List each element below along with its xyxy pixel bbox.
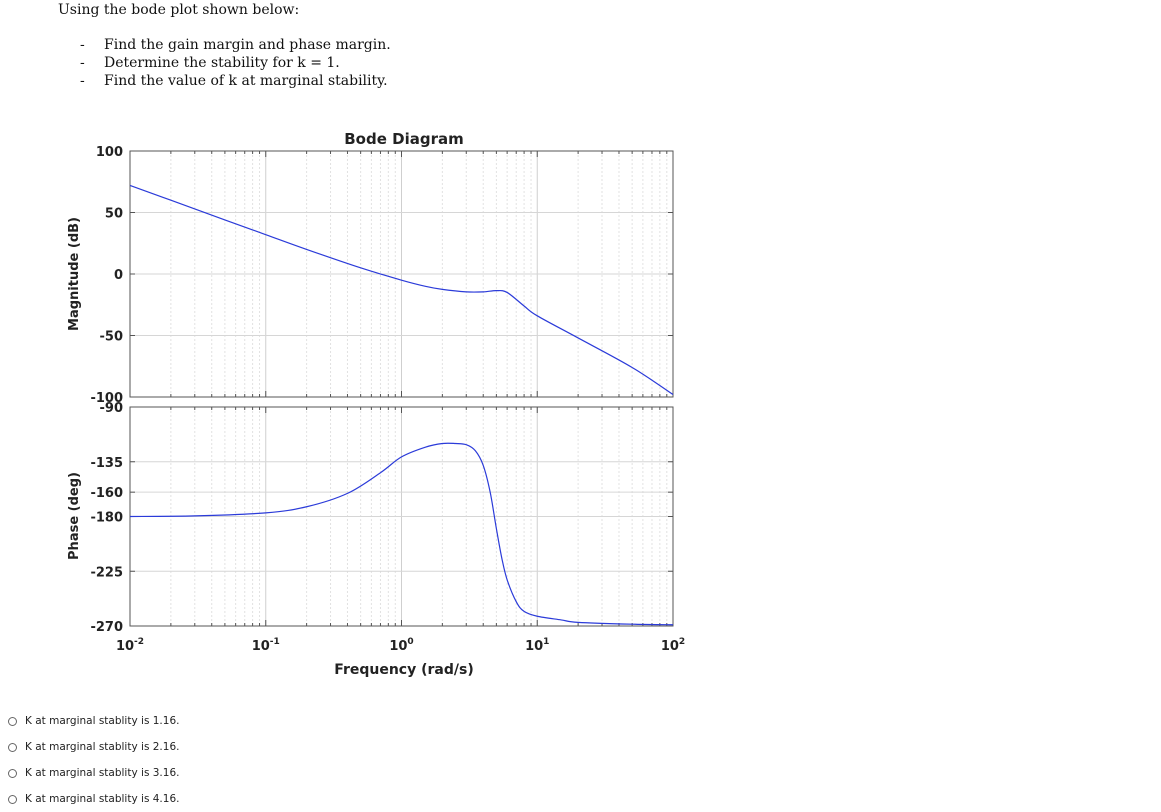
radio-icon[interactable] [8, 768, 17, 778]
x-tick-label: 100 [389, 637, 413, 654]
x-axis-label: Frequency (rad/s) [334, 662, 473, 678]
answer-option-2[interactable]: K at marginal stablity is 2.16. [8, 734, 179, 760]
x-tick-label: 10-1 [252, 637, 280, 654]
answer-option-label: K at marginal stablity is 4.16. [25, 793, 180, 805]
radio-icon[interactable] [8, 794, 17, 804]
phase-axis-ticks: -90 -135 -160 -180 -225 -270 [90, 401, 673, 635]
answer-option-label: K at marginal stablity is 2.16. [25, 741, 180, 753]
answer-option-label: K at marginal stablity is 3.16. [25, 767, 180, 779]
y-tick-label: -160 [90, 486, 123, 501]
phase-y-axis-label: Phase (deg) [67, 472, 82, 560]
question-intro: Using the bode plot shown below: [58, 2, 300, 18]
magnitude-y-axis-label: Magnitude (dB) [67, 217, 82, 331]
chart-title: Bode Diagram [344, 130, 463, 148]
phase-series-line [129, 442, 674, 626]
radio-icon[interactable] [8, 742, 17, 752]
question-list: Find the gain margin and phase margin. D… [80, 36, 391, 90]
answer-option-3[interactable]: K at marginal stablity is 3.16. [8, 760, 179, 786]
y-tick-label: 100 [96, 145, 123, 160]
answer-option-4[interactable]: K at marginal stablity is 4.16. [8, 786, 179, 812]
question-item-gain-phase-margin: Find the gain margin and phase margin. [80, 36, 391, 54]
magnitude-series-line [129, 184, 674, 396]
x-tick-label: 102 [661, 637, 685, 654]
y-tick-label: 0 [114, 268, 123, 283]
answer-option-1[interactable]: K at marginal stablity is 1.16. [8, 708, 179, 734]
bode-diagram: 100 50 0 -50 -100 -90 -135 -160 -180 -225 -270 10… [67, 130, 685, 678]
question-block: Using the bode plot shown below: Find th… [58, 2, 391, 90]
y-tick-label: -225 [90, 565, 123, 580]
answer-options: K at marginal stablity is 1.16. K at mar… [8, 708, 179, 812]
x-tick-label: 10-2 [116, 637, 144, 654]
magnitude-grid [129, 150, 673, 398]
question-item-stability: Determine the stability for k = 1. [80, 54, 391, 72]
y-tick-label: -135 [90, 456, 123, 471]
magnitude-axis-ticks: 100 50 0 -50 -100 [90, 145, 673, 406]
y-tick-label: -100 [90, 391, 123, 406]
question-item-marginal-k: Find the value of k at marginal stabilit… [80, 72, 391, 90]
phase-grid [129, 406, 673, 627]
y-tick-label: 50 [105, 207, 123, 222]
radio-icon[interactable] [8, 716, 17, 726]
y-tick-label: -90 [100, 401, 124, 416]
x-tick-label: 101 [525, 637, 549, 654]
y-tick-label: -180 [90, 511, 123, 526]
frequency-axis-ticks: 10-2 10-1 100 101 102 [116, 151, 685, 654]
y-tick-label: -270 [90, 620, 123, 635]
y-tick-label: -50 [100, 330, 124, 345]
answer-option-label: K at marginal stablity is 1.16. [25, 715, 180, 727]
